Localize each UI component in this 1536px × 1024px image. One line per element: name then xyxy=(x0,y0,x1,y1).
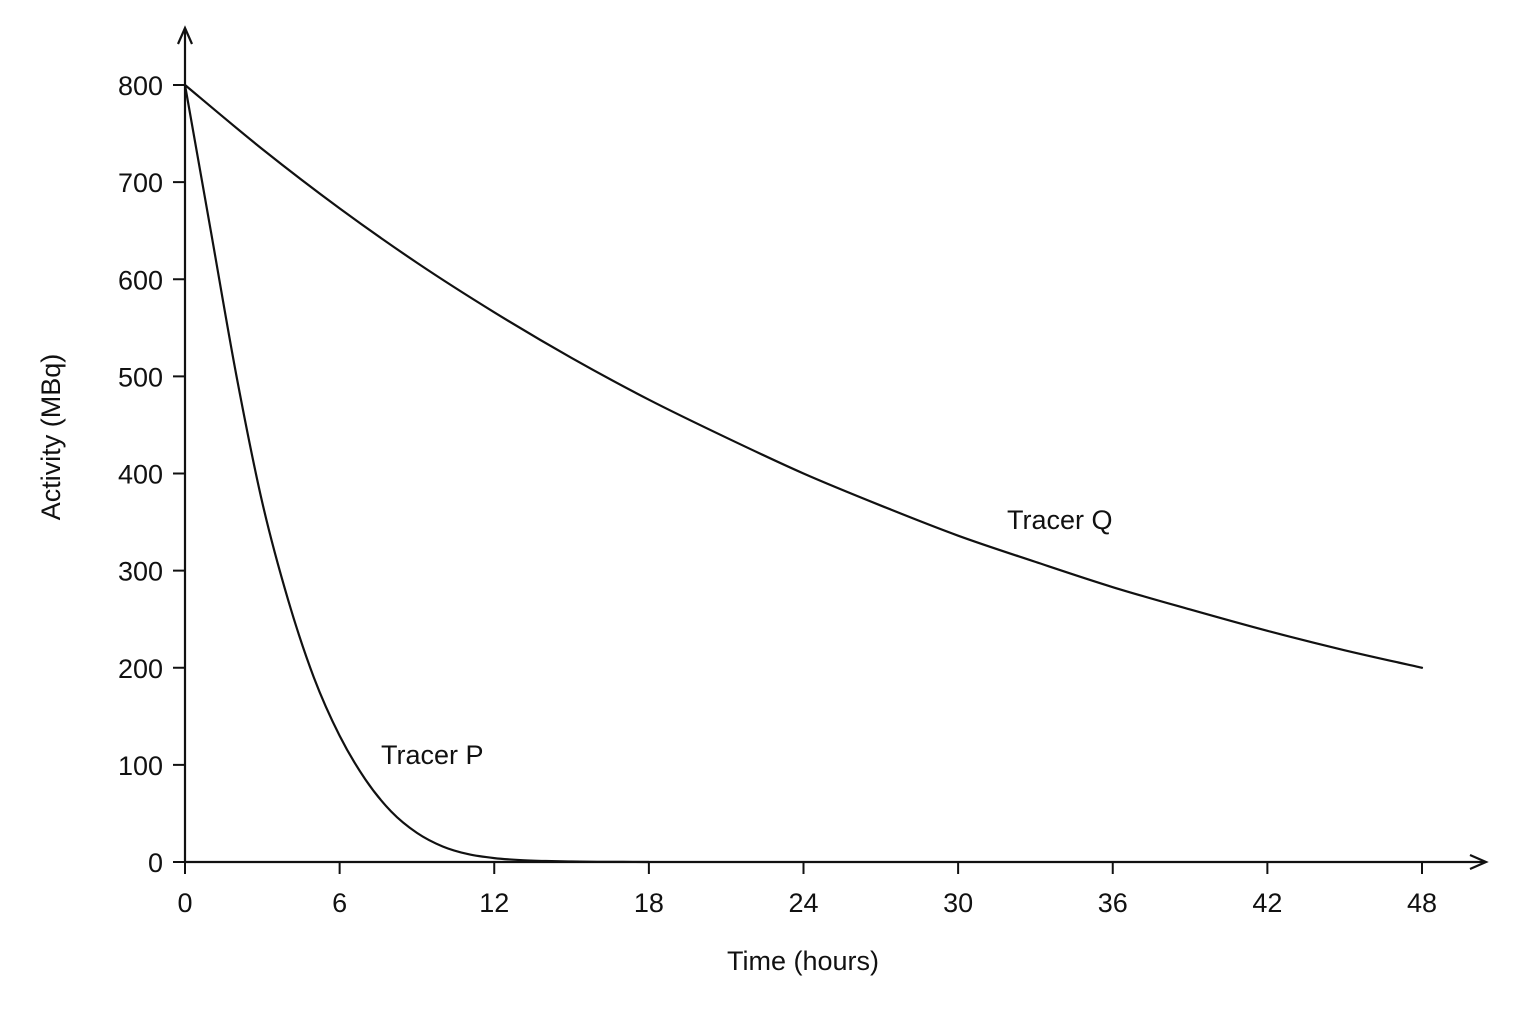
y-axis-ticks: 0 100 200 300 400 500 600 700 800 xyxy=(118,71,185,878)
series-label-tracer-p: Tracer P xyxy=(381,740,484,770)
series-label-tracer-q: Tracer Q xyxy=(1007,505,1113,535)
y-tick-label: 600 xyxy=(118,265,163,295)
series-layer xyxy=(183,83,1424,864)
y-tick-label: 400 xyxy=(118,460,163,490)
x-tick-label: 42 xyxy=(1252,888,1282,918)
x-tick-label: 18 xyxy=(634,888,664,918)
y-tick-label: 300 xyxy=(118,557,163,587)
y-tick-label: 700 xyxy=(118,168,163,198)
y-axis-title: Activity (MBq) xyxy=(36,354,66,521)
x-axis-title: Time (hours) xyxy=(727,946,879,976)
axes xyxy=(176,25,1489,871)
x-tick-label: 48 xyxy=(1407,888,1437,918)
x-tick-label: 12 xyxy=(479,888,509,918)
x-tick-label: 6 xyxy=(332,888,347,918)
y-tick-label: 800 xyxy=(118,71,163,101)
x-tick-label: 0 xyxy=(177,888,192,918)
x-axis-ticks: 0 6 12 18 24 30 36 42 48 xyxy=(177,862,1437,918)
x-tick-label: 36 xyxy=(1098,888,1128,918)
y-tick-label: 200 xyxy=(118,654,163,684)
series-line-tracer-p xyxy=(183,83,650,864)
y-axis-arrow xyxy=(176,25,194,45)
y-tick-label: 500 xyxy=(118,362,163,392)
y-tick-label: 100 xyxy=(118,751,163,781)
x-tick-label: 24 xyxy=(788,888,818,918)
x-axis-arrow xyxy=(1469,853,1489,871)
y-tick-label: 0 xyxy=(148,848,163,878)
series-line-tracer-q xyxy=(183,83,1424,669)
x-tick-label: 30 xyxy=(943,888,973,918)
